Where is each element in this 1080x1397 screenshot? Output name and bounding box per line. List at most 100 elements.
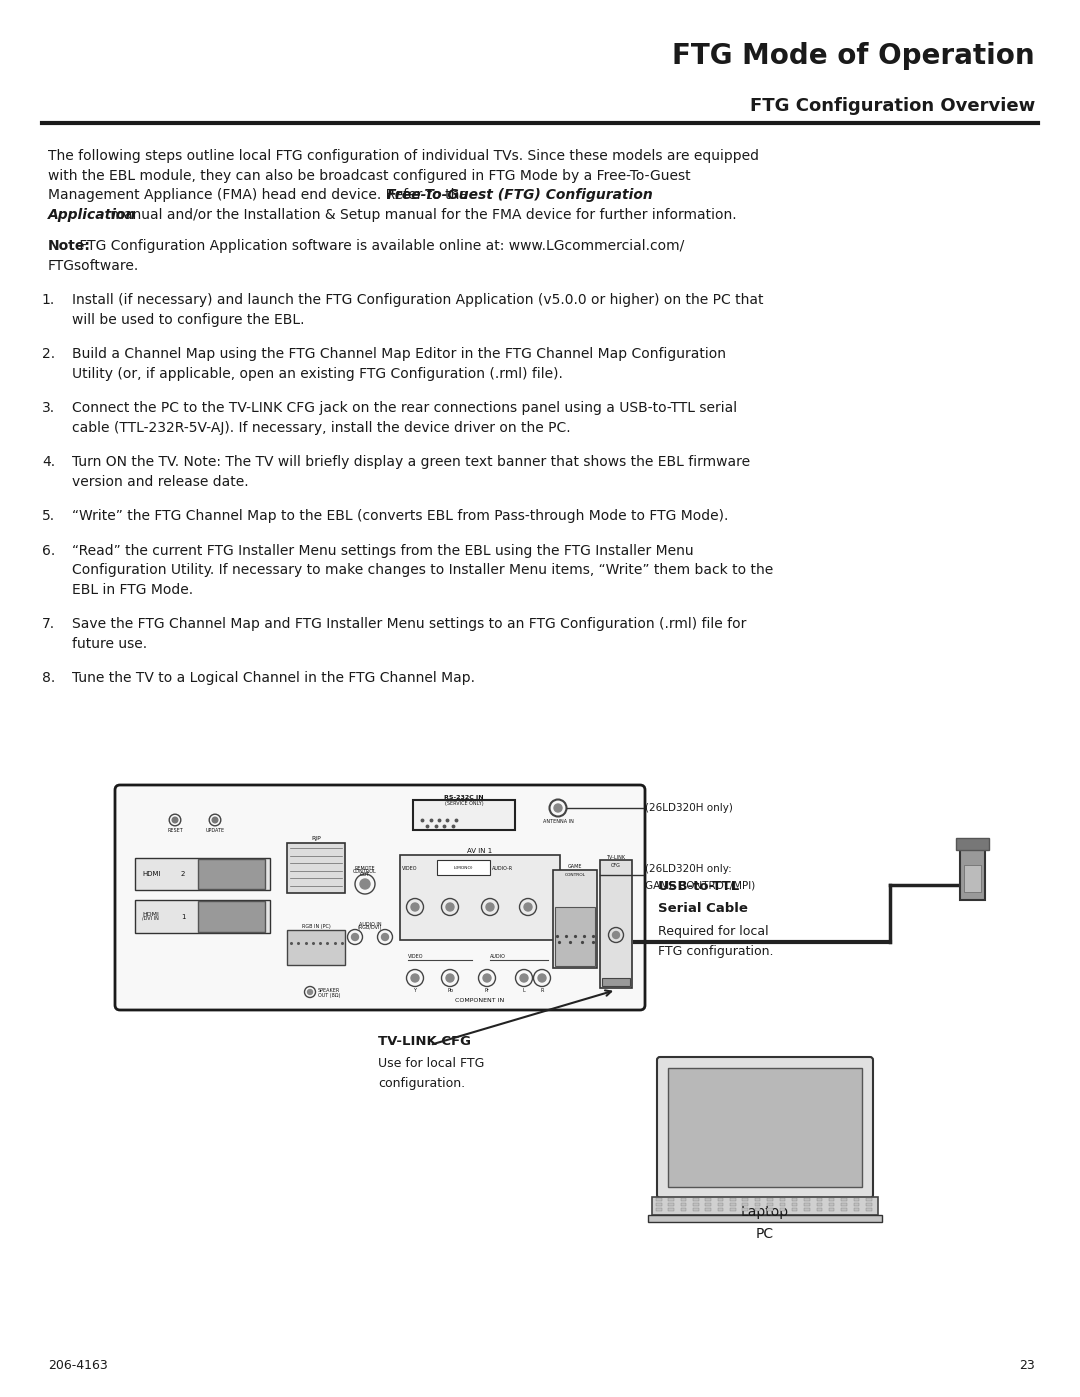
Circle shape — [411, 974, 419, 982]
Circle shape — [446, 974, 454, 982]
Text: Save the FTG Channel Map and FTG Installer Menu settings to an FTG Configuration: Save the FTG Channel Map and FTG Install… — [72, 617, 746, 631]
Text: HDMI: HDMI — [141, 912, 159, 916]
Text: TV-LINK: TV-LINK — [607, 855, 625, 859]
Text: Management Appliance (FMA) head end device. Refer to the: Management Appliance (FMA) head end devi… — [48, 189, 472, 203]
Text: cable (TTL-232R-5V-AJ). If necessary, install the device driver on the PC.: cable (TTL-232R-5V-AJ). If necessary, in… — [72, 420, 570, 434]
Bar — [718, 1207, 724, 1211]
Bar — [600, 861, 632, 988]
Bar — [287, 930, 345, 965]
Text: The following steps outline local FTG configuration of individual TVs. Since the: The following steps outline local FTG co… — [48, 149, 759, 163]
Bar — [718, 1197, 724, 1201]
Text: Pb: Pb — [447, 989, 453, 993]
Bar — [841, 1207, 847, 1211]
Bar — [602, 978, 630, 986]
Bar — [648, 1215, 882, 1222]
Bar — [287, 842, 345, 893]
Text: Pr: Pr — [485, 989, 489, 993]
Text: HDMI: HDMI — [141, 870, 161, 877]
Circle shape — [554, 805, 562, 812]
Bar — [656, 1203, 661, 1206]
Text: GAME CONTROL/MPI): GAME CONTROL/MPI) — [645, 880, 755, 890]
Bar — [829, 1203, 835, 1206]
FancyBboxPatch shape — [114, 785, 645, 1010]
Circle shape — [538, 974, 546, 982]
Text: OUT (8Ω): OUT (8Ω) — [318, 993, 340, 999]
Bar — [829, 1207, 835, 1211]
Text: SPEAKER: SPEAKER — [318, 988, 340, 992]
Bar — [805, 1197, 810, 1201]
Bar — [792, 1207, 797, 1211]
Text: TV-LINK CFG: TV-LINK CFG — [378, 1035, 471, 1048]
Text: Required for local: Required for local — [658, 925, 769, 937]
Text: RS-232C IN: RS-232C IN — [444, 795, 484, 799]
Text: COMPONENT IN: COMPONENT IN — [456, 997, 504, 1003]
Text: FTG Configuration Application software is available online at: www.LGcommercial.: FTG Configuration Application software i… — [76, 239, 685, 253]
Bar — [792, 1197, 797, 1201]
Text: configuration.: configuration. — [378, 1077, 465, 1090]
Bar — [816, 1203, 822, 1206]
Circle shape — [381, 933, 389, 940]
Text: PC: PC — [756, 1227, 774, 1241]
Text: FTG Mode of Operation: FTG Mode of Operation — [673, 42, 1035, 70]
Text: VIDEO: VIDEO — [402, 866, 418, 870]
Bar — [792, 1203, 797, 1206]
Text: “Write” the FTG Channel Map to the EBL (converts EBL from Pass-through Mode to F: “Write” the FTG Channel Map to the EBL (… — [72, 509, 728, 522]
Bar — [767, 1203, 772, 1206]
Bar — [755, 1207, 760, 1211]
Text: 2.: 2. — [42, 346, 55, 360]
Text: AV IN 1: AV IN 1 — [468, 848, 492, 854]
Bar — [198, 901, 265, 932]
Text: AUDIO-R: AUDIO-R — [492, 866, 513, 870]
Bar — [680, 1207, 686, 1211]
Bar — [841, 1197, 847, 1201]
Bar — [742, 1197, 748, 1201]
Text: (26LD320H only:: (26LD320H only: — [645, 863, 732, 875]
Text: 23: 23 — [1020, 1359, 1035, 1372]
Bar — [680, 1203, 686, 1206]
Text: RJP: RJP — [311, 835, 321, 841]
Bar — [400, 855, 561, 940]
Bar — [960, 845, 985, 900]
FancyBboxPatch shape — [657, 1058, 873, 1199]
Text: Turn ON the TV. Note: The TV will briefly display a green text banner that shows: Turn ON the TV. Note: The TV will briefl… — [72, 455, 751, 469]
Bar — [135, 858, 270, 890]
Circle shape — [411, 902, 419, 911]
Text: RGB IN (PC): RGB IN (PC) — [301, 923, 330, 929]
Text: FTG configuration.: FTG configuration. — [658, 944, 773, 958]
Text: Y: Y — [414, 989, 417, 993]
Text: ANTENNA IN: ANTENNA IN — [542, 819, 573, 824]
Text: OUT: OUT — [360, 873, 370, 877]
Bar — [866, 1197, 872, 1201]
Text: Configuration Utility. If necessary to make changes to Installer Menu items, “Wr: Configuration Utility. If necessary to m… — [72, 563, 773, 577]
Circle shape — [483, 974, 491, 982]
Bar — [669, 1197, 674, 1201]
Text: AUDIO IN: AUDIO IN — [359, 922, 381, 928]
Text: 206-4163: 206-4163 — [48, 1359, 108, 1372]
Bar — [652, 1197, 878, 1215]
Bar — [693, 1197, 699, 1201]
Text: “Read” the current FTG Installer Menu settings from the EBL using the FTG Instal: “Read” the current FTG Installer Menu se… — [72, 543, 693, 557]
Text: /DVI IN: /DVI IN — [141, 916, 159, 921]
Bar — [767, 1197, 772, 1201]
Text: CFG: CFG — [611, 863, 621, 868]
Bar — [742, 1203, 748, 1206]
Text: FTG Configuration Overview: FTG Configuration Overview — [750, 96, 1035, 115]
Text: L: L — [523, 989, 525, 993]
Bar — [841, 1203, 847, 1206]
Text: RESET: RESET — [167, 827, 183, 833]
Bar — [805, 1203, 810, 1206]
Text: 6.: 6. — [42, 543, 55, 557]
Circle shape — [351, 933, 359, 940]
Text: manual and/or the Installation & Setup manual for the FMA device for further inf: manual and/or the Installation & Setup m… — [106, 208, 737, 222]
Text: L(MONO): L(MONO) — [454, 866, 473, 869]
Text: Utility (or, if applicable, open an existing FTG Configuration (.rml) file).: Utility (or, if applicable, open an exis… — [72, 366, 563, 380]
Text: Application: Application — [48, 208, 136, 222]
Text: 4.: 4. — [42, 455, 55, 469]
Bar — [437, 861, 490, 875]
Text: Install (if necessary) and launch the FTG Configuration Application (v5.0.0 or h: Install (if necessary) and launch the FT… — [72, 293, 764, 307]
Text: Build a Channel Map using the FTG Channel Map Editor in the FTG Channel Map Conf: Build a Channel Map using the FTG Channe… — [72, 346, 726, 360]
Text: (26LD320H only): (26LD320H only) — [645, 803, 733, 813]
Text: Note:: Note: — [48, 239, 91, 253]
Circle shape — [524, 902, 532, 911]
Bar — [413, 800, 515, 830]
